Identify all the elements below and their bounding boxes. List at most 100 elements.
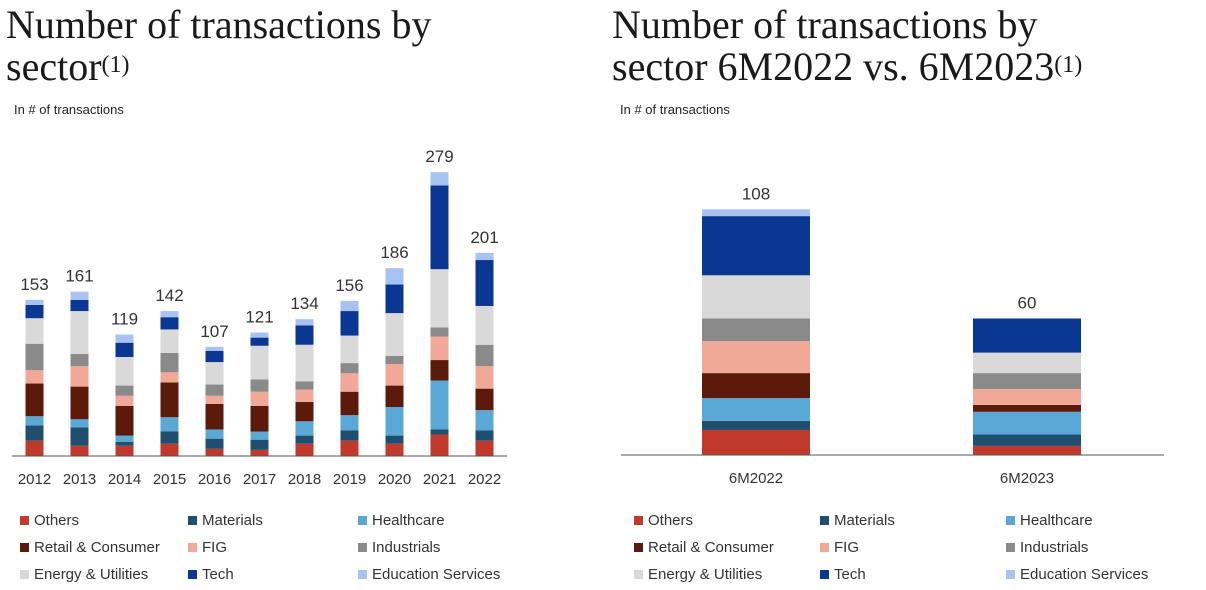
left-segment-2015-healthcare (160, 417, 179, 432)
left-segment-2015-others (160, 443, 179, 456)
left-segment-2014-others (115, 445, 134, 456)
right-segment-6M2023-industrials (973, 373, 1081, 390)
right-title-line2-text: sector 6M2022 vs. 6M2023 (612, 44, 1055, 89)
left-total-label: 156 (335, 276, 363, 295)
left-total-label: 201 (470, 228, 498, 247)
left-x-tick-label: 2013 (63, 471, 96, 488)
right-segment-6M2023-materials (973, 434, 1081, 446)
left-segment-2016-industrials (205, 384, 224, 396)
legend-item-education-services: Education Services (1006, 566, 1148, 583)
left-segment-2017-energy-utilities (250, 345, 269, 380)
legend-label: Energy & Utilities (648, 566, 763, 583)
left-segment-2015-fig (160, 372, 179, 383)
left-segment-2013-fig (70, 366, 89, 387)
left-segment-2016-materials (205, 438, 224, 449)
left-bar-2020 (385, 268, 404, 456)
left-bar-2019 (340, 300, 359, 456)
left-segment-2014-energy-utilities (115, 356, 134, 386)
left-segment-2014-industrials (115, 385, 134, 396)
legend-item-retail-consumer: Retail & Consumer (20, 539, 160, 556)
left-segment-2020-fig (385, 364, 404, 386)
left-segment-2018-others (295, 443, 314, 456)
legend-item-fig: FIG (820, 539, 859, 556)
legend-label: Others (34, 512, 80, 529)
left-bar-2013 (70, 291, 89, 456)
legend-item-materials: Materials (820, 512, 895, 529)
legend-swatch (188, 516, 197, 525)
left-segment-2022-industrials (475, 344, 494, 367)
left-segment-2020-materials (385, 435, 404, 444)
left-total-label: 121 (245, 307, 273, 326)
legend-swatch (820, 543, 829, 552)
left-x-tick-label: 2015 (153, 471, 186, 488)
right-panel: Number of transactions by sector 6M2022 … (606, 0, 1206, 590)
left-segment-2017-materials (250, 439, 269, 450)
left-segment-2021-tech (430, 185, 449, 270)
left-segment-2016-retail-consumer (205, 403, 224, 430)
left-bar-2014 (115, 334, 134, 456)
left-segment-2013-materials (70, 427, 89, 446)
left-segment-2017-retail-consumer (250, 405, 269, 432)
left-total-label: 153 (20, 275, 48, 294)
left-segment-2018-fig (295, 389, 314, 402)
left-segment-2013-retail-consumer (70, 386, 89, 420)
right-bar-6M2022 (702, 209, 810, 455)
left-chart: 153 2012 161 2013 119 2014 142 2015 107 2016 121 20… (12, 147, 507, 488)
left-segment-2016-healthcare (205, 429, 224, 439)
left-segment-2018-materials (295, 435, 314, 444)
legend-label: Healthcare (372, 512, 445, 529)
left-segment-2012-tech (25, 304, 44, 319)
left-segment-2020-industrials (385, 355, 404, 365)
left-bar-2012 (25, 299, 44, 456)
legend-swatch (20, 516, 29, 525)
left-bar-2015 (160, 311, 179, 456)
left-bar-2017 (250, 332, 269, 456)
legend-swatch (188, 543, 197, 552)
left-segment-2012-education-services (25, 299, 44, 305)
left-segment-2014-materials (115, 441, 134, 446)
right-segment-6M2023-retail-consumer (973, 404, 1081, 412)
right-total-label: 108 (742, 184, 770, 203)
left-segment-2014-tech (115, 342, 134, 357)
legend-item-education-services: Education Services (358, 566, 500, 583)
left-segment-2021-education-services (430, 172, 449, 186)
left-segment-2013-healthcare (70, 419, 89, 428)
left-segment-2022-tech (475, 260, 494, 306)
left-total-label: 186 (380, 243, 408, 262)
left-segment-2015-education-services (160, 311, 179, 318)
legend-swatch (20, 543, 29, 552)
legend-item-others: Others (634, 512, 693, 529)
left-segment-2013-education-services (70, 291, 89, 300)
legend-swatch (634, 570, 643, 579)
left-x-tick-label: 2019 (333, 471, 366, 488)
left-segment-2015-retail-consumer (160, 382, 179, 418)
legend-label: FIG (202, 539, 227, 556)
left-segment-2021-industrials (430, 327, 449, 337)
right-segment-6M2022-tech (702, 216, 810, 276)
left-total-label: 119 (111, 310, 138, 329)
right-segment-6M2022-education-services (702, 209, 810, 217)
legend-swatch (1006, 516, 1015, 525)
legend-label: Others (648, 512, 694, 529)
left-segment-2012-energy-utilities (25, 318, 44, 344)
left-total-label: 161 (65, 267, 93, 286)
left-segment-2015-materials (160, 431, 179, 444)
right-segment-6M2022-materials (702, 420, 810, 430)
right-subtitle: In # of transactions (620, 102, 730, 117)
left-segment-2017-healthcare (250, 431, 269, 440)
legend-swatch (634, 516, 643, 525)
left-segment-2018-industrials (295, 381, 314, 390)
legend-item-others: Others (20, 512, 79, 529)
legend-label: Healthcare (1020, 512, 1093, 529)
left-segment-2021-retail-consumer (430, 360, 449, 381)
right-segment-6M2023-others (973, 445, 1081, 455)
left-segment-2013-tech (70, 299, 89, 312)
left-total-label: 107 (200, 322, 228, 341)
left-x-tick-label: 2014 (108, 471, 141, 488)
left-segment-2016-tech (205, 350, 224, 363)
left-x-tick-label: 2018 (288, 471, 321, 488)
left-bar-2016 (205, 346, 224, 456)
legend-item-healthcare: Healthcare (358, 512, 445, 529)
left-bar-2022 (475, 252, 494, 456)
legend-item-fig: FIG (188, 539, 227, 556)
